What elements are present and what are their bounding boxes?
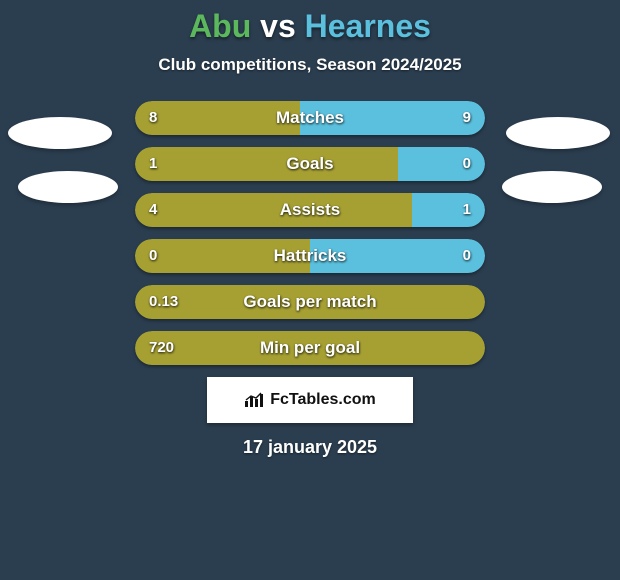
stat-label: Matches (135, 101, 485, 135)
player1-logo-2 (18, 171, 118, 203)
player2-name: Hearnes (305, 8, 431, 44)
stat-row: 10Goals (135, 147, 485, 181)
stat-label: Min per goal (135, 331, 485, 365)
comparison-content: 89Matches 10Goals 41Assists 00Hattricks 0.13… (0, 97, 620, 458)
player2-logo-2 (502, 171, 602, 203)
player1-logo-1 (8, 117, 112, 149)
stat-row: 89Matches (135, 101, 485, 135)
stat-label: Hattricks (135, 239, 485, 273)
date-text: 17 january 2025 (0, 423, 620, 458)
bar-chart-icon (244, 392, 264, 408)
stat-label: Assists (135, 193, 485, 227)
stat-row: 41Assists (135, 193, 485, 227)
credit-box[interactable]: FcTables.com (207, 377, 413, 423)
stat-label: Goals per match (135, 285, 485, 319)
stat-label: Goals (135, 147, 485, 181)
stat-bars-container: 89Matches 10Goals 41Assists 00Hattricks 0.13… (135, 97, 485, 365)
player2-logo-1 (506, 117, 610, 149)
page-title: Abu vs Hearnes (0, 0, 620, 49)
stat-row: 720Min per goal (135, 331, 485, 365)
credit-text: FcTables.com (270, 391, 376, 409)
vs-text: vs (260, 8, 296, 44)
player1-name: Abu (189, 8, 251, 44)
subtitle: Club competitions, Season 2024/2025 (0, 49, 620, 97)
stat-row: 00Hattricks (135, 239, 485, 273)
stat-row: 0.13Goals per match (135, 285, 485, 319)
